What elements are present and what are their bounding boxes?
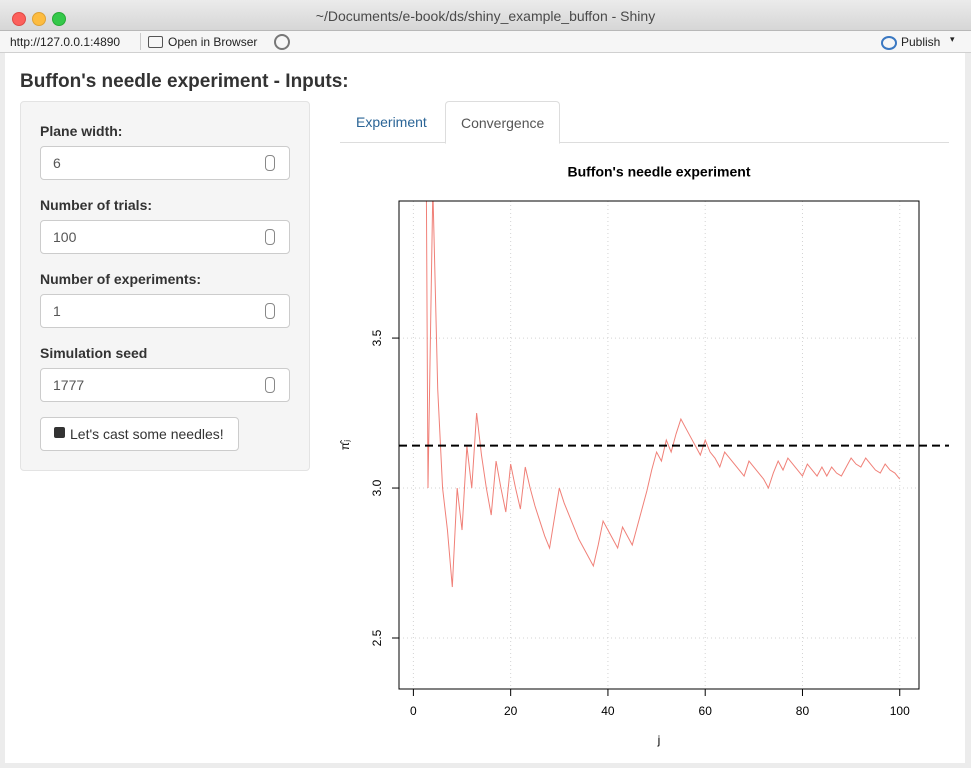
- toolbar: http://127.0.0.1:4890 Open in Browser Pu…: [0, 31, 971, 53]
- close-button[interactable]: [12, 12, 26, 26]
- tab[interactable]: Experiment: [356, 114, 427, 130]
- tab-border: [340, 142, 949, 143]
- spinner[interactable]: [265, 377, 275, 393]
- run-button-label: Let's cast some needles!: [70, 426, 224, 442]
- publish-button[interactable]: Publish: [901, 35, 941, 49]
- y-tick-label: 3.5: [370, 329, 384, 346]
- x-tick-label: 60: [699, 704, 713, 718]
- open-in-browser[interactable]: Open in Browser: [168, 35, 258, 49]
- spinner[interactable]: [265, 155, 275, 171]
- x-tick-label: 20: [504, 704, 518, 718]
- input-value: 6: [53, 155, 61, 171]
- thumbs-up-icon: [54, 427, 65, 438]
- numeric-input[interactable]: 6: [40, 146, 290, 180]
- input-label: Number of trials:: [40, 197, 153, 213]
- y-tick-label: 2.5: [370, 629, 384, 646]
- input-label: Number of experiments:: [40, 271, 202, 287]
- numeric-input[interactable]: 100: [40, 220, 290, 254]
- publish-menu[interactable]: ▾: [950, 34, 955, 44]
- plot-area: [425, 201, 901, 588]
- y-axis-label: π̂ⱼ: [340, 440, 352, 450]
- input-label: Plane width:: [40, 123, 123, 139]
- publish-icon: [881, 36, 897, 50]
- minimize-button[interactable]: [32, 12, 46, 26]
- run-button[interactable]: Let's cast some needles!: [40, 417, 239, 451]
- input-value: 100: [53, 229, 77, 245]
- y-tick-label: 3.0: [370, 479, 384, 496]
- x-tick-label: 80: [796, 704, 810, 718]
- numeric-input[interactable]: 1: [40, 294, 290, 328]
- refresh-button[interactable]: [274, 34, 290, 50]
- sidebar-heading: Buffon's needle experiment - Inputs:: [20, 71, 349, 92]
- chart-title: Buffon's needle experiment: [567, 164, 750, 180]
- tab-label: Convergence: [461, 115, 545, 131]
- zoom-button[interactable]: [52, 12, 66, 26]
- plot-frame: [398, 200, 920, 690]
- url: http://127.0.0.1:4890: [10, 35, 121, 49]
- title-bar: ~/Documents/e-book/ds/shiny_example_buff…: [0, 0, 971, 31]
- browser-icon: [148, 36, 163, 48]
- data-line: [425, 201, 901, 588]
- spinner[interactable]: [265, 303, 275, 319]
- x-tick-label: 40: [601, 704, 615, 718]
- tab-active[interactable]: Convergence: [445, 101, 560, 144]
- input-value: 1: [53, 303, 61, 319]
- x-tick-label: 100: [890, 704, 910, 718]
- input-label: Simulation seed: [40, 345, 148, 361]
- numeric-input[interactable]: 1777: [40, 368, 290, 402]
- x-tick-label: 0: [410, 704, 417, 718]
- window-title: ~/Documents/e-book/ds/shiny_example_buff…: [315, 8, 656, 24]
- separator: [140, 33, 141, 50]
- x-axis-label: j: [657, 733, 661, 747]
- chart: Buffon's needle experiment j π̂ⱼ 0 20 40 60…: [340, 164, 949, 747]
- input-value: 1777: [53, 377, 85, 393]
- spinner[interactable]: [265, 229, 275, 245]
